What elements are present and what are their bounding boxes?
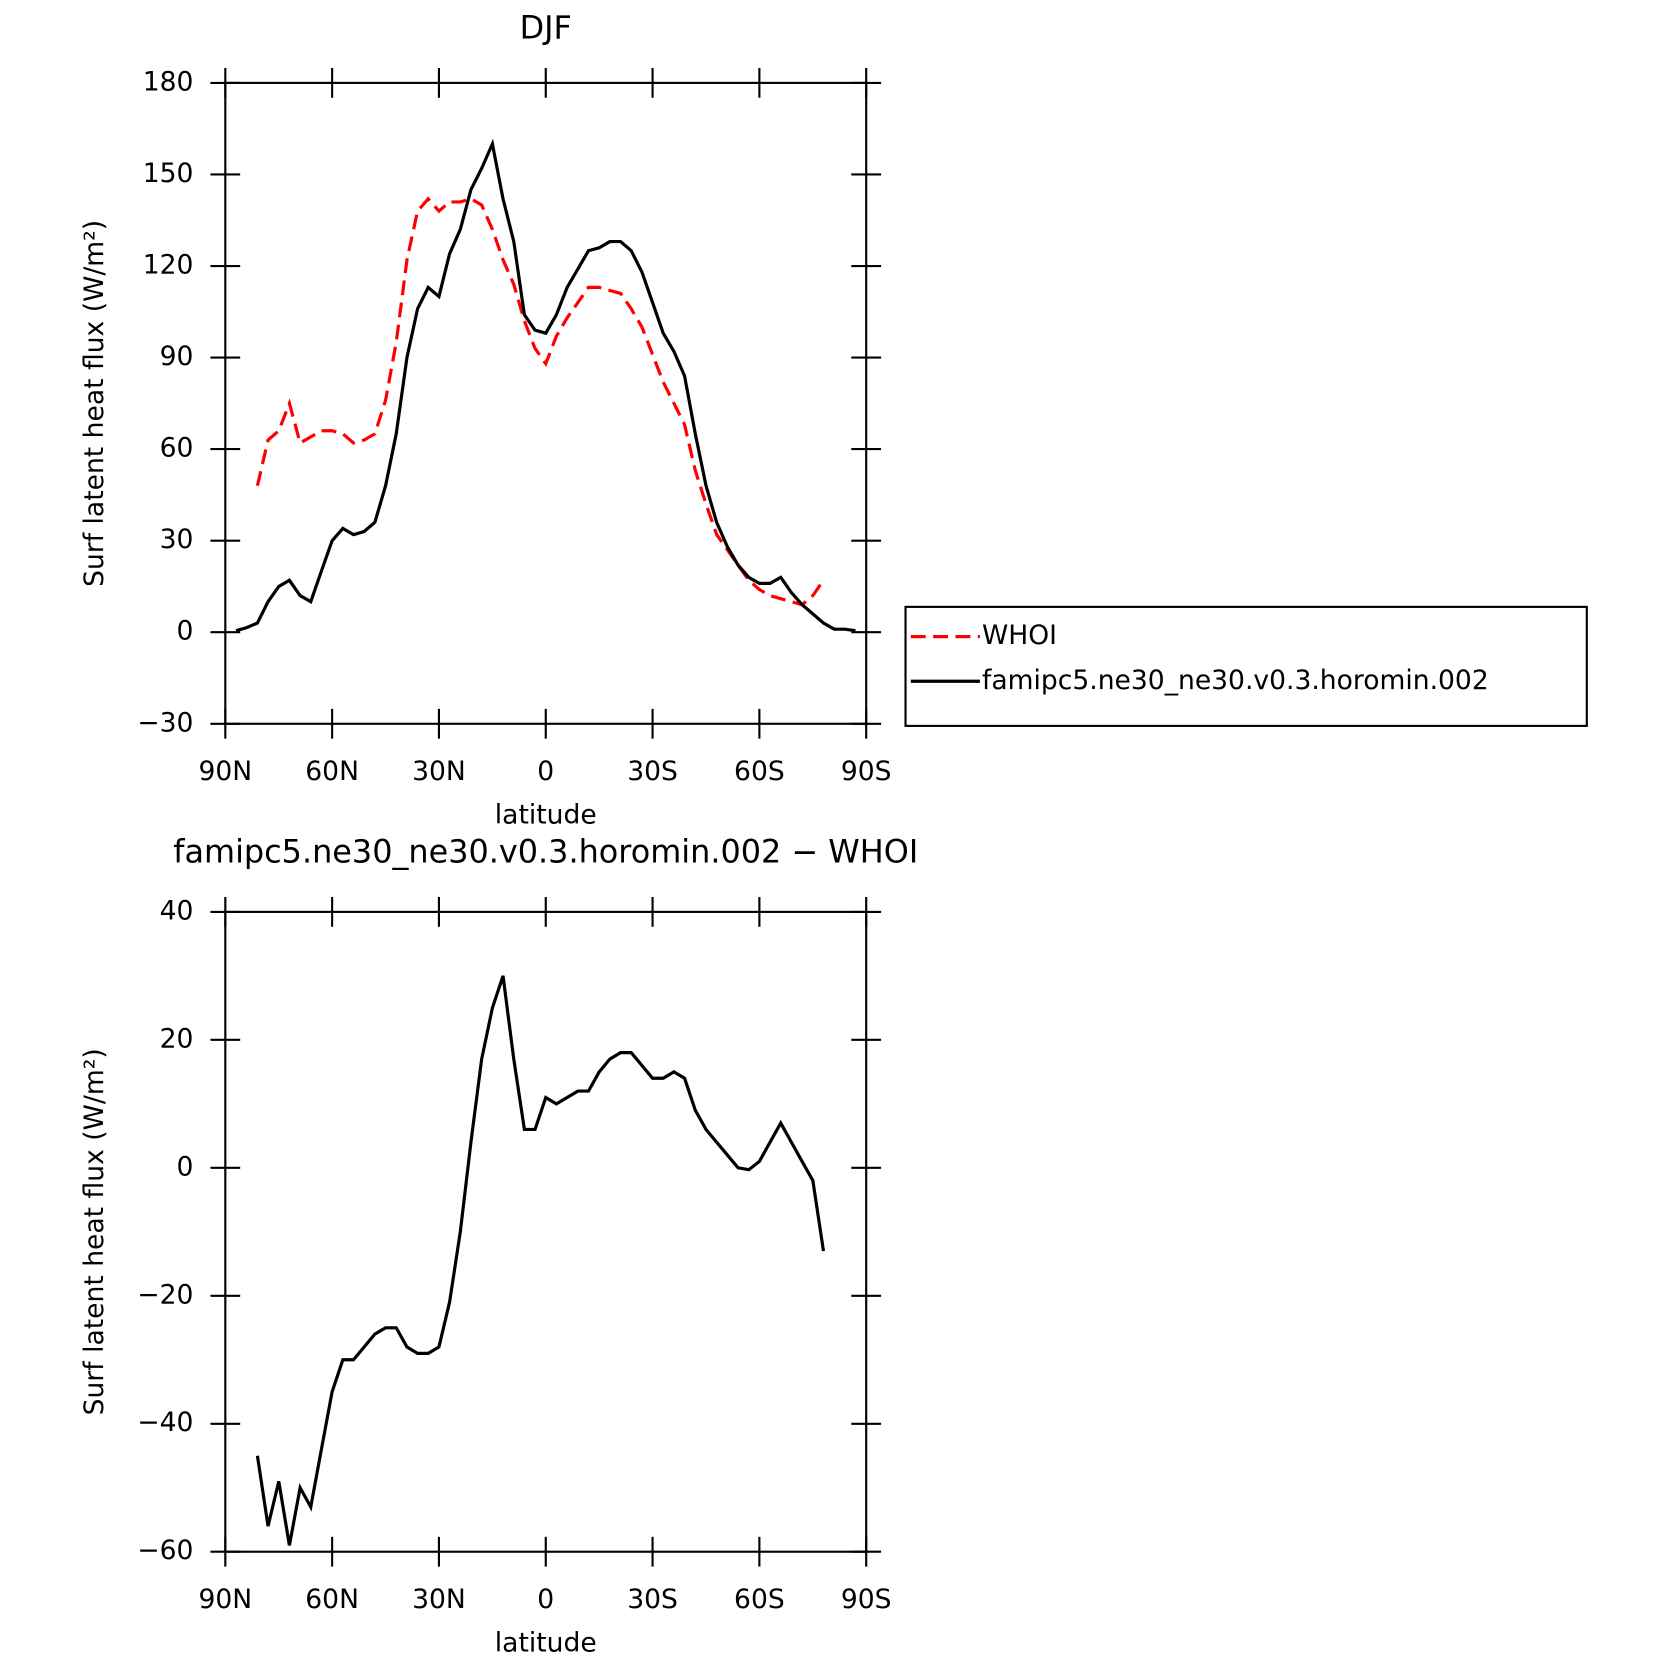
legend-label: WHOI <box>982 620 1057 651</box>
x-tick-label: 90N <box>198 1584 252 1615</box>
y-tick-label: 180 <box>143 66 194 97</box>
x-tick-label: 60S <box>734 1584 785 1615</box>
data-line <box>255 975 826 1546</box>
y-tick-label: −20 <box>137 1279 193 1310</box>
legend-label: famipc5.ne30_ne30.v0.3.horomin.002 <box>982 665 1489 696</box>
x-tick-label: 60S <box>734 756 785 787</box>
x-tick-label: 0 <box>537 1584 554 1615</box>
y-tick-label: 150 <box>143 158 194 189</box>
y-axis-label: Surf latent heat flux (W/m²) <box>79 1048 110 1415</box>
x-tick-label: 60N <box>305 1584 359 1615</box>
y-tick-label: 60 <box>160 433 194 464</box>
plot-frame <box>224 81 868 725</box>
x-tick-label: 0 <box>537 756 554 787</box>
chart-title: DJF <box>520 9 572 47</box>
chart-title: famipc5.ne30_ne30.v0.3.horomin.002 − WHO… <box>173 832 918 870</box>
x-tick-label: 30N <box>412 756 466 787</box>
y-tick-label: 90 <box>160 341 194 372</box>
y-tick-label: −30 <box>137 707 193 738</box>
y-axis-label: Surf latent heat flux (W/m²) <box>79 220 110 587</box>
y-tick-label: −60 <box>137 1535 193 1566</box>
x-tick-label: 90S <box>841 1584 892 1615</box>
y-tick-label: −40 <box>137 1407 193 1438</box>
data-line <box>235 138 856 633</box>
x-tick-label: 90N <box>198 756 252 787</box>
y-tick-label: 30 <box>160 524 194 555</box>
y-tick-label: 0 <box>177 616 194 647</box>
x-tick-label: 60N <box>305 756 359 787</box>
x-axis-label: latitude <box>495 800 597 831</box>
x-tick-label: 30S <box>627 756 678 787</box>
x-tick-label: 90S <box>841 756 892 787</box>
legend-box <box>904 605 1588 727</box>
x-tick-label: 30N <box>412 1584 466 1615</box>
x-axis-label: latitude <box>495 1628 597 1658</box>
y-tick-label: 20 <box>160 1023 194 1054</box>
data-line <box>255 196 825 607</box>
y-tick-label: 0 <box>177 1151 194 1182</box>
y-tick-label: 40 <box>160 895 194 926</box>
y-tick-label: 120 <box>143 250 194 281</box>
x-tick-label: 30S <box>627 1584 678 1615</box>
